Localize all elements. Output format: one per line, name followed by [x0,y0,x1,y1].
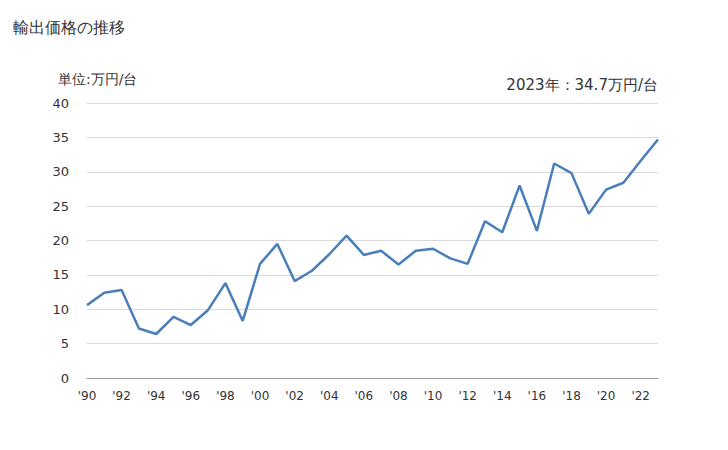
svg-text:40: 40 [52,96,69,111]
svg-text:'96: '96 [182,389,201,403]
svg-text:'94: '94 [147,389,166,403]
svg-text:'00: '00 [251,389,270,403]
svg-text:'04: '04 [320,389,339,403]
svg-text:輸出価格の推移: 輸出価格の推移 [13,18,125,37]
svg-text:単位:万円/台: 単位:万円/台 [58,71,137,87]
svg-text:'22: '22 [631,389,650,403]
svg-text:35: 35 [52,130,69,145]
svg-text:'98: '98 [216,389,235,403]
svg-text:10: 10 [52,302,69,317]
svg-text:'08: '08 [389,389,408,403]
svg-text:'02: '02 [285,389,304,403]
svg-text:'14: '14 [493,389,512,403]
svg-text:'20: '20 [597,389,616,403]
svg-text:25: 25 [52,199,69,214]
svg-text:'90: '90 [78,389,97,403]
svg-text:2023年：34.7万円/台: 2023年：34.7万円/台 [506,76,658,94]
svg-text:'12: '12 [458,389,477,403]
svg-text:15: 15 [52,267,69,282]
svg-text:'92: '92 [112,389,131,403]
svg-text:'10: '10 [424,389,443,403]
svg-text:5: 5 [61,336,69,351]
svg-text:'06: '06 [355,389,374,403]
svg-text:20: 20 [52,233,69,248]
svg-text:'18: '18 [562,389,581,403]
svg-text:30: 30 [52,164,69,179]
svg-text:0: 0 [61,371,69,386]
svg-text:'16: '16 [528,389,547,403]
